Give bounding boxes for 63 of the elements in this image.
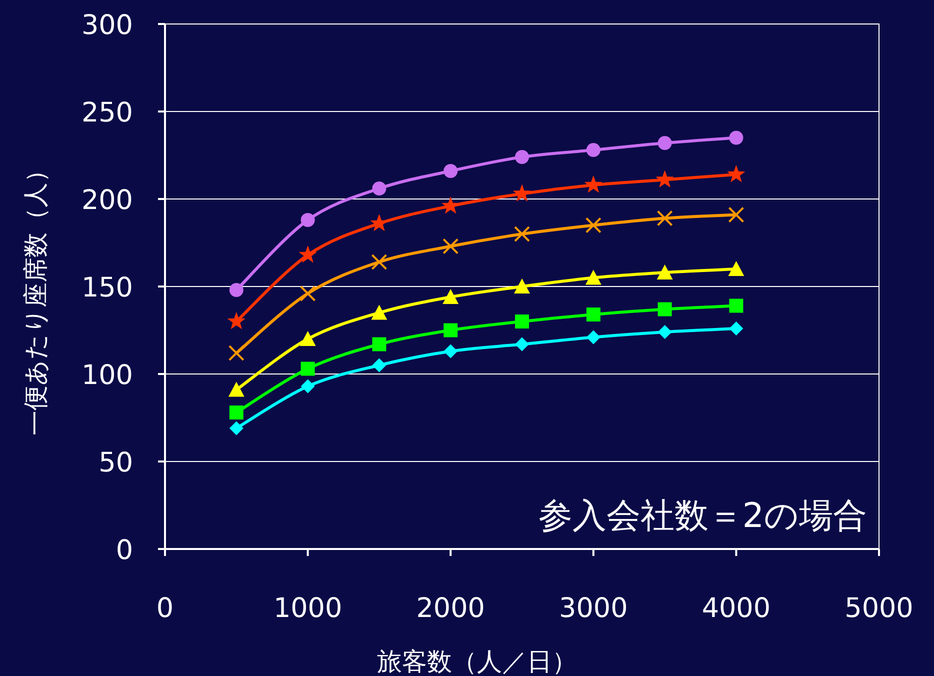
point bbox=[372, 182, 386, 196]
point bbox=[444, 344, 458, 358]
point bbox=[515, 314, 529, 328]
point bbox=[514, 278, 530, 294]
point bbox=[442, 289, 459, 304]
point bbox=[586, 308, 600, 322]
point bbox=[300, 379, 315, 394]
point bbox=[586, 330, 600, 344]
y-tick-label: 100 bbox=[81, 360, 133, 391]
point bbox=[372, 337, 386, 352]
y-tick-label: 50 bbox=[98, 448, 133, 478]
point bbox=[228, 345, 244, 361]
point bbox=[658, 302, 672, 316]
y-axis-title: 一便あたり座席数（人） bbox=[21, 158, 50, 436]
point bbox=[300, 286, 316, 302]
x-tick-label: 5000 bbox=[844, 593, 914, 624]
point bbox=[300, 213, 315, 227]
point bbox=[656, 264, 673, 280]
point bbox=[658, 325, 672, 339]
point bbox=[515, 337, 529, 352]
point bbox=[656, 170, 674, 188]
y-tick-label: 250 bbox=[81, 98, 133, 128]
x-axis-title: 旅客数（人／日） bbox=[377, 647, 577, 676]
point bbox=[513, 184, 531, 202]
point bbox=[585, 270, 602, 285]
point bbox=[229, 421, 244, 436]
x-tick-label: 1000 bbox=[273, 593, 342, 624]
point bbox=[658, 136, 672, 150]
point bbox=[728, 206, 744, 223]
y-tick-label: 200 bbox=[81, 185, 133, 216]
point bbox=[371, 304, 388, 320]
point bbox=[729, 130, 744, 145]
point bbox=[300, 331, 316, 346]
point bbox=[515, 150, 529, 164]
point bbox=[372, 358, 386, 372]
x-tick-label: 2000 bbox=[416, 593, 485, 624]
x-tick-label: 0 bbox=[156, 593, 174, 624]
point bbox=[584, 176, 602, 193]
point bbox=[586, 143, 600, 157]
x-tick-label: 3000 bbox=[559, 593, 628, 624]
point bbox=[298, 246, 317, 263]
point bbox=[444, 323, 458, 338]
point bbox=[228, 312, 246, 330]
point bbox=[444, 164, 458, 178]
x-tick-label: 4000 bbox=[702, 593, 771, 624]
annotation: 参入会社数＝2の場合 bbox=[538, 496, 867, 536]
point bbox=[229, 283, 244, 297]
point bbox=[442, 196, 460, 214]
point bbox=[514, 226, 530, 242]
point bbox=[229, 406, 244, 420]
y-tick-label: 300 bbox=[81, 10, 133, 41]
y-tick-label: 150 bbox=[81, 272, 133, 304]
point bbox=[656, 210, 673, 226]
point bbox=[728, 261, 744, 276]
point bbox=[228, 382, 244, 397]
point bbox=[585, 217, 602, 234]
y-tick-label: 0 bbox=[116, 535, 133, 566]
point bbox=[442, 238, 459, 254]
point bbox=[727, 165, 746, 182]
point bbox=[371, 254, 388, 270]
point bbox=[729, 322, 744, 336]
point bbox=[300, 362, 315, 376]
point bbox=[729, 298, 744, 313]
